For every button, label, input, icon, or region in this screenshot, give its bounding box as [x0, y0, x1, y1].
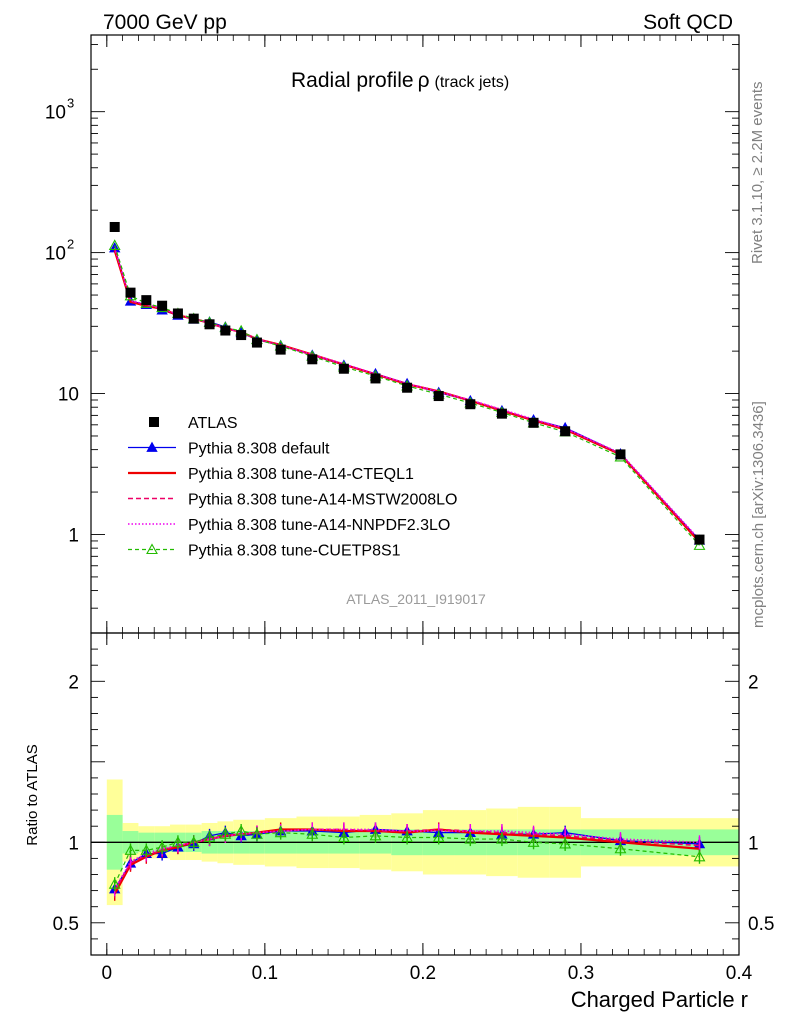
- ratio-series-point: [559, 837, 572, 849]
- ratio-series-point: [464, 832, 477, 844]
- y-tick-label: 10: [45, 244, 66, 265]
- ratio-frame: [90, 632, 740, 956]
- x-tick-label: 0.1: [252, 963, 278, 984]
- atlas-data-point: [615, 449, 626, 460]
- legend-entry-3-label: Pythia 8.308 tune-A14-MSTW2008LO: [188, 492, 457, 509]
- ratio-series-point: [527, 836, 540, 847]
- y-tick-label: 10: [58, 385, 79, 406]
- legend-entry-2-label: Pythia 8.308 tune-A14-CTEQL1: [188, 466, 414, 483]
- y-tick-label-exponent: 3: [67, 96, 74, 111]
- atlas-data-point: [204, 319, 215, 330]
- ratio-series-point: [251, 828, 263, 839]
- ratio-series-point: [156, 840, 169, 852]
- header-energy: 7000 GeV pp: [103, 11, 227, 34]
- ratio-series-point: [187, 836, 200, 847]
- source-note: mcplots.cern.ch [arXiv:1306.3436]: [750, 401, 767, 628]
- legend-entry-0-marker: [149, 417, 159, 427]
- atlas-data-point: [465, 399, 476, 410]
- atlas-data-point: [307, 354, 318, 365]
- ratio-series-point: [495, 832, 508, 844]
- atlas-data-point: [370, 373, 381, 384]
- ratio-series-point: [274, 826, 287, 838]
- chart-title: Radial profile ρ (track jets): [291, 69, 509, 92]
- atlas-data-point: [560, 426, 571, 437]
- atlas-data-point: [172, 308, 183, 319]
- atlas-data-point: [157, 300, 168, 311]
- x-tick-label: 0.3: [568, 963, 594, 984]
- ratio-panel: 0 0.1 0.2 0.3 0.4 0.5 0.5 1 1 2 2: [53, 632, 774, 984]
- ratio-series-point: [306, 828, 319, 839]
- ratio-y-label: Ratio to ATLAS: [24, 744, 41, 845]
- atlas-data-point: [109, 221, 120, 232]
- atlas-data-point: [275, 344, 286, 355]
- main-series-line: [113, 247, 701, 541]
- ratio-series-point: [124, 844, 137, 855]
- ratio-series-point: [203, 831, 216, 843]
- x-axis-label: Charged Particle r: [571, 987, 748, 1012]
- legend-entry-5-label: Pythia 8.308 tune-CUETP8S1: [188, 543, 401, 560]
- atlas-data-point: [125, 287, 136, 298]
- atlas-data-point: [236, 330, 247, 341]
- ratio-series-point: [432, 831, 445, 843]
- legend: ATLAS Pythia 8.308 default Pythia 8.308 tu…: [128, 415, 457, 560]
- ratio-series-point: [614, 842, 627, 854]
- atlas-data-point: [141, 295, 152, 306]
- atlas-data-point: [220, 325, 231, 336]
- watermark: ATLAS_2011_I919017: [346, 591, 486, 607]
- legend-entry-1-marker: [146, 441, 158, 452]
- ratio-series-line: [114, 830, 700, 885]
- x-tick-label: 0: [102, 963, 113, 984]
- ratio-y-tick-label: 1: [68, 833, 79, 854]
- ratio-series-point: [401, 831, 414, 843]
- x-tick-label: 0.2: [410, 963, 436, 984]
- main-series-point: [693, 539, 706, 550]
- ratio-series-point: [235, 824, 248, 836]
- legend-entry-1-label: Pythia 8.308 default: [188, 441, 330, 458]
- ratio-y-tick-label-right: 0.5: [748, 914, 774, 935]
- main-series-point: [108, 239, 121, 250]
- ratio-y-tick-label-right: 2: [748, 672, 759, 693]
- ratio-series-point: [140, 844, 153, 855]
- ratio-series-line: [114, 828, 700, 890]
- rivet-note: Rivet 3.1.10, ≥ 2.2M events: [749, 82, 766, 265]
- y-tick-label: 1: [68, 525, 79, 546]
- ratio-series-point: [171, 836, 184, 847]
- header-process: Soft QCD: [643, 11, 733, 34]
- legend-entry-0-label: ATLAS: [188, 415, 238, 432]
- ratio-y-tick-label-right: 1: [748, 833, 759, 854]
- ratio-series-point: [219, 828, 232, 839]
- legend-entry-4-label: Pythia 8.308 tune-A14-NNPDF2.3LO: [188, 517, 450, 534]
- y-tick-label-exponent: 2: [67, 237, 74, 252]
- atlas-data-point: [402, 382, 413, 393]
- atlas-data-point: [338, 363, 349, 374]
- ratio-series-point: [337, 831, 350, 843]
- legend-entry-5-marker: [146, 543, 158, 555]
- atlas-data-point: [496, 408, 507, 419]
- atlas-data-point: [251, 337, 262, 348]
- atlas-data-point: [694, 534, 705, 545]
- ratio-series-point: [108, 878, 121, 889]
- ratio-y-tick-label: 2: [68, 672, 79, 693]
- ratio-y-tick-label: 0.5: [53, 914, 79, 935]
- atlas-data-point: [433, 391, 444, 402]
- atlas-data-point: [188, 313, 199, 324]
- y-tick-label: 10: [45, 103, 66, 124]
- ratio-series-point: [693, 850, 706, 862]
- ratio-series-point: [369, 829, 382, 841]
- atlas-data-point: [528, 417, 539, 428]
- x-tick-label: 0.4: [726, 963, 753, 984]
